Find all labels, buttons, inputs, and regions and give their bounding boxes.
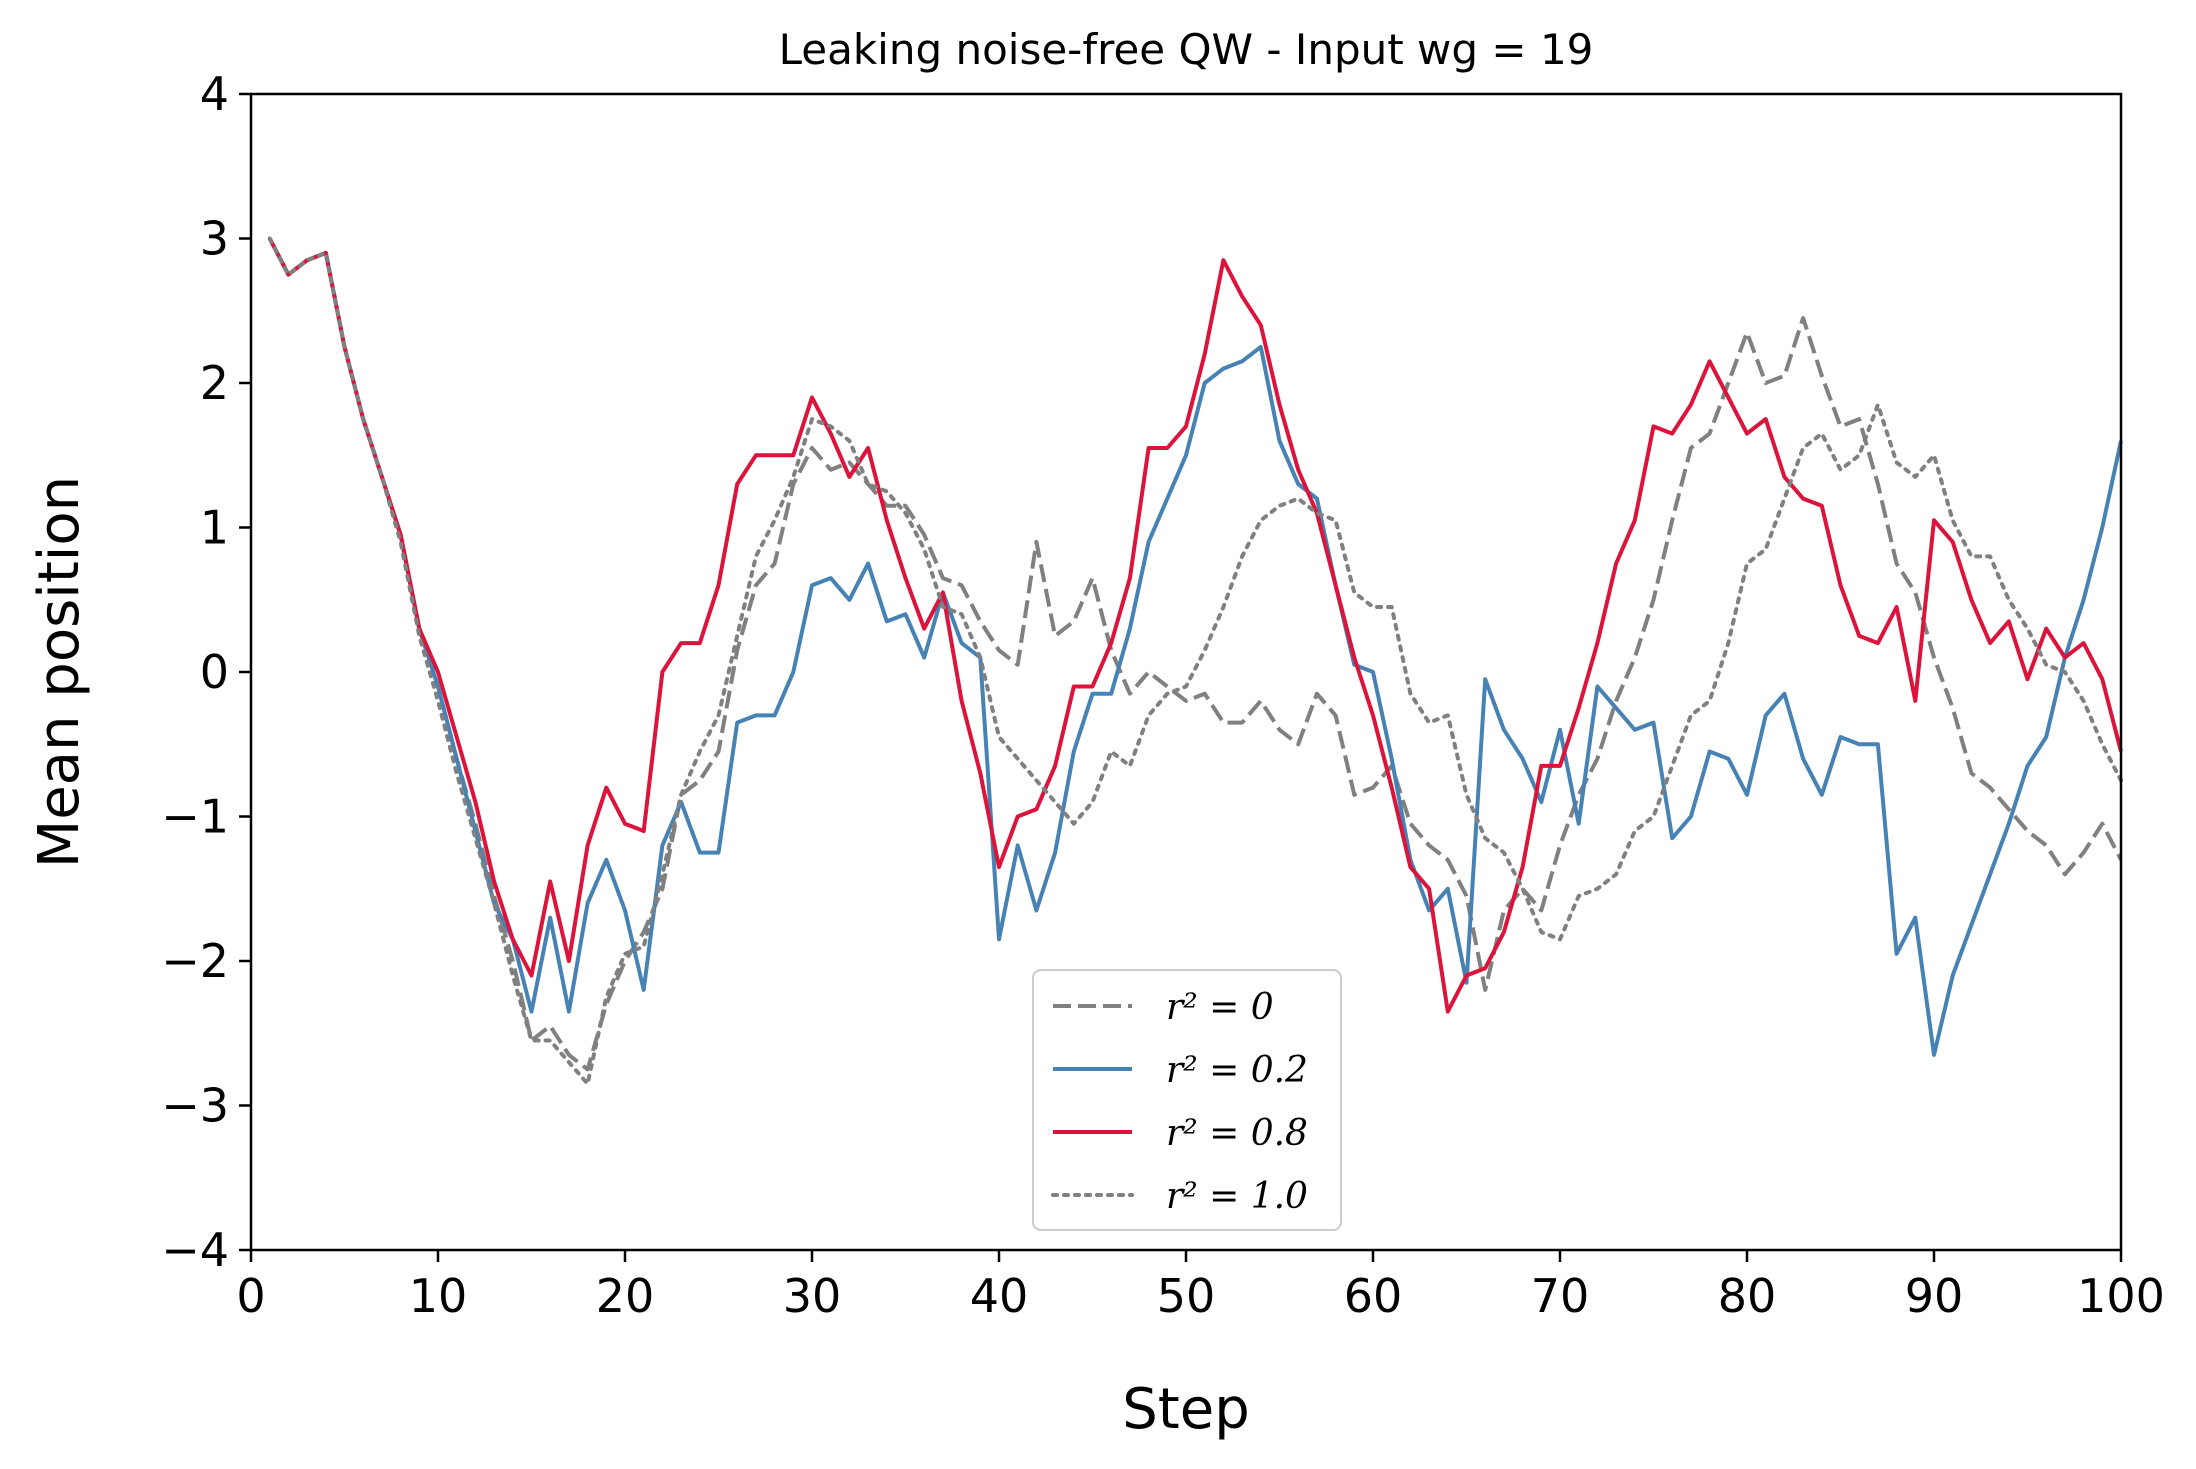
series-line-1 [267, 237, 2123, 1072]
series-line-3 [267, 237, 2123, 1014]
x-tick-label: 80 [1718, 1269, 1777, 1323]
legend-label-3: r² = 0.8 [1166, 1113, 1308, 1154]
y-tick-label: 4 [200, 67, 229, 121]
y-tick-label: 3 [200, 212, 229, 266]
legend: r² = 0 r² = 0.2 r² = 0.8 r² = 1.0 [1032, 969, 1342, 1231]
y-tick-label: −2 [161, 934, 229, 988]
y-tick-label: 2 [200, 356, 229, 410]
legend-label-2: r² = 0.2 [1166, 1050, 1308, 1091]
x-tick-label: 30 [783, 1269, 842, 1323]
x-tick-label: 40 [970, 1269, 1029, 1323]
series-line-4 [267, 236, 2123, 1086]
y-tick-label: −1 [161, 790, 229, 844]
x-axis: 0 10 20 30 40 50 60 70 80 90 100 [236, 1250, 2165, 1323]
legend-frame [1032, 969, 1342, 1231]
series-line-2 [267, 237, 2123, 1057]
y-tick-label: −4 [161, 1223, 229, 1277]
x-tick-label: 100 [2077, 1269, 2165, 1323]
x-tick-label: 20 [596, 1269, 655, 1323]
legend-label-1: r² = 0 [1166, 987, 1274, 1028]
x-tick-label: 50 [1157, 1269, 1216, 1323]
x-axis-label: Step [1122, 1377, 1250, 1442]
y-axis: −4 −3 −2 −1 0 1 2 3 4 [161, 67, 251, 1277]
x-tick-label: 0 [236, 1269, 265, 1323]
x-tick-label: 10 [409, 1269, 468, 1323]
x-tick-label: 90 [1905, 1269, 1964, 1323]
chart-title: Leaking noise-free QW - Input wg = 19 [779, 25, 1594, 74]
y-tick-label: 0 [200, 645, 229, 699]
y-axis-label: Mean position [27, 476, 92, 868]
x-tick-label: 60 [1344, 1269, 1403, 1323]
series-layer [267, 236, 2123, 1086]
legend-label-4: r² = 1.0 [1166, 1176, 1308, 1217]
y-tick-label: −3 [161, 1079, 229, 1133]
y-tick-label: 1 [200, 501, 229, 555]
x-tick-label: 70 [1531, 1269, 1590, 1323]
